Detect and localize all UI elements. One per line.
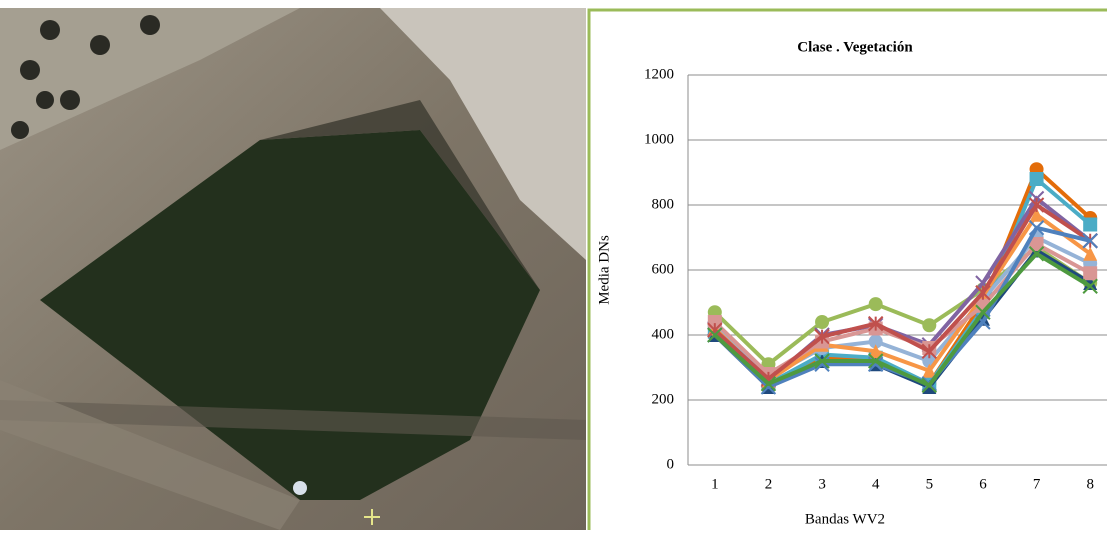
y-tick-label: 800 bbox=[652, 196, 675, 212]
chart-title: Clase . Vegetación bbox=[797, 39, 913, 55]
marker bbox=[869, 297, 883, 311]
marker bbox=[815, 315, 829, 329]
screen: Clase . Vegetación Bandas WV2 Media DNs … bbox=[0, 0, 1107, 530]
y-tick-label: 400 bbox=[652, 326, 675, 342]
x-tick-label: 8 bbox=[1086, 476, 1094, 492]
marker bbox=[922, 318, 936, 332]
x-tick-label: 3 bbox=[818, 476, 826, 492]
page: Clase . Vegetación Bandas WV2 Media DNs … bbox=[0, 0, 1107, 530]
photo-tree bbox=[11, 121, 29, 139]
marker bbox=[1083, 218, 1097, 232]
x-tick-label: 4 bbox=[872, 476, 880, 492]
photo-car bbox=[293, 481, 307, 495]
marker bbox=[1030, 172, 1044, 186]
photo-tree bbox=[60, 90, 80, 110]
x-tick-label: 2 bbox=[765, 476, 773, 492]
x-axis-title: Bandas WV2 bbox=[805, 511, 885, 527]
y-tick-label: 0 bbox=[667, 456, 675, 472]
y-tick-label: 600 bbox=[652, 261, 675, 277]
x-tick-label: 1 bbox=[711, 476, 719, 492]
x-tick-label: 5 bbox=[926, 476, 934, 492]
photo-tree bbox=[40, 20, 60, 40]
photo-tree bbox=[140, 15, 160, 35]
x-tick-label: 6 bbox=[979, 476, 987, 492]
y-axis-title: Media DNs bbox=[596, 235, 612, 305]
photo-tree bbox=[90, 35, 110, 55]
x-tick-label: 7 bbox=[1033, 476, 1041, 492]
aerial-photo bbox=[0, 8, 586, 530]
photo-tree bbox=[20, 60, 40, 80]
photo-tree bbox=[36, 91, 54, 109]
y-tick-label: 1000 bbox=[644, 131, 674, 147]
marker bbox=[1083, 266, 1097, 280]
y-tick-label: 200 bbox=[652, 391, 675, 407]
y-tick-label: 1200 bbox=[644, 66, 674, 82]
